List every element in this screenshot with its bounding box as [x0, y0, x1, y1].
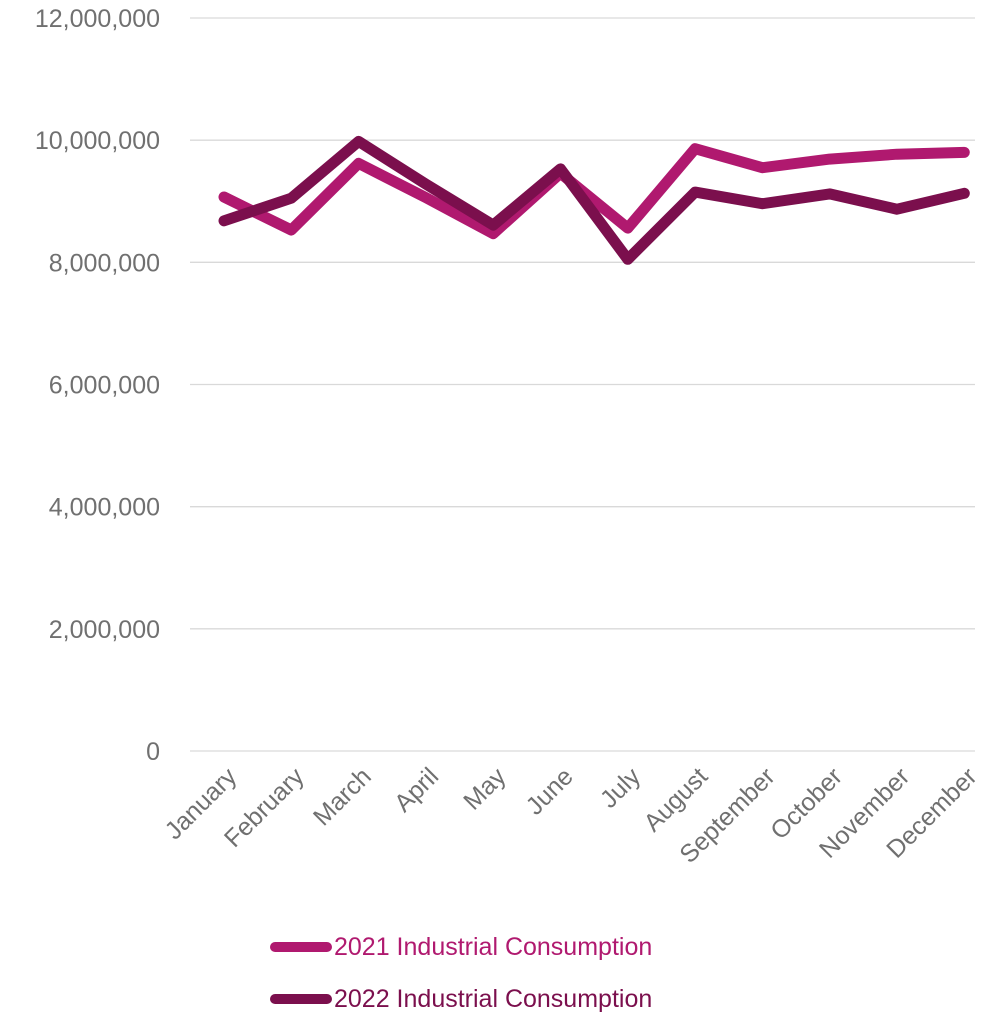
legend-swatch-2022 — [270, 994, 332, 1004]
y-tick-label: 10,000,000 — [35, 127, 160, 155]
legend-swatch-2021 — [270, 942, 332, 952]
y-tick-label: 6,000,000 — [49, 372, 160, 400]
x-tick-label: May — [458, 762, 512, 816]
legend-item-2022: 2022 Industrial Consumption — [270, 977, 652, 1021]
x-tick-label: March — [308, 762, 377, 831]
y-tick-label: 2,000,000 — [49, 616, 160, 644]
series-line-0 — [218, 143, 970, 240]
y-tick-label: 0 — [146, 738, 160, 766]
series-line-1 — [218, 135, 970, 265]
legend-label-2022: 2022 Industrial Consumption — [334, 984, 653, 1013]
legend: 2021 Industrial Consumption 2022 Industr… — [270, 925, 652, 1029]
gridlines — [190, 17, 975, 752]
y-tick-label: 12,000,000 — [35, 5, 160, 33]
y-axis-tick-labels: 0 2,000,000 4,000,000 6,000,000 8,000,000 10,… — [35, 5, 160, 766]
x-tick-label: July — [595, 762, 647, 814]
x-tick-label: April — [389, 762, 444, 817]
legend-label-2021: 2021 Industrial Consumption — [334, 932, 653, 961]
series-lines — [218, 135, 970, 265]
x-tick-label: June — [521, 762, 579, 820]
line-chart: 0 2,000,000 4,000,000 6,000,000 8,000,000 10,… — [35, 5, 983, 869]
legend-item-2021: 2021 Industrial Consumption — [270, 925, 652, 969]
y-tick-label: 4,000,000 — [49, 494, 160, 522]
y-tick-label: 8,000,000 — [49, 249, 160, 277]
